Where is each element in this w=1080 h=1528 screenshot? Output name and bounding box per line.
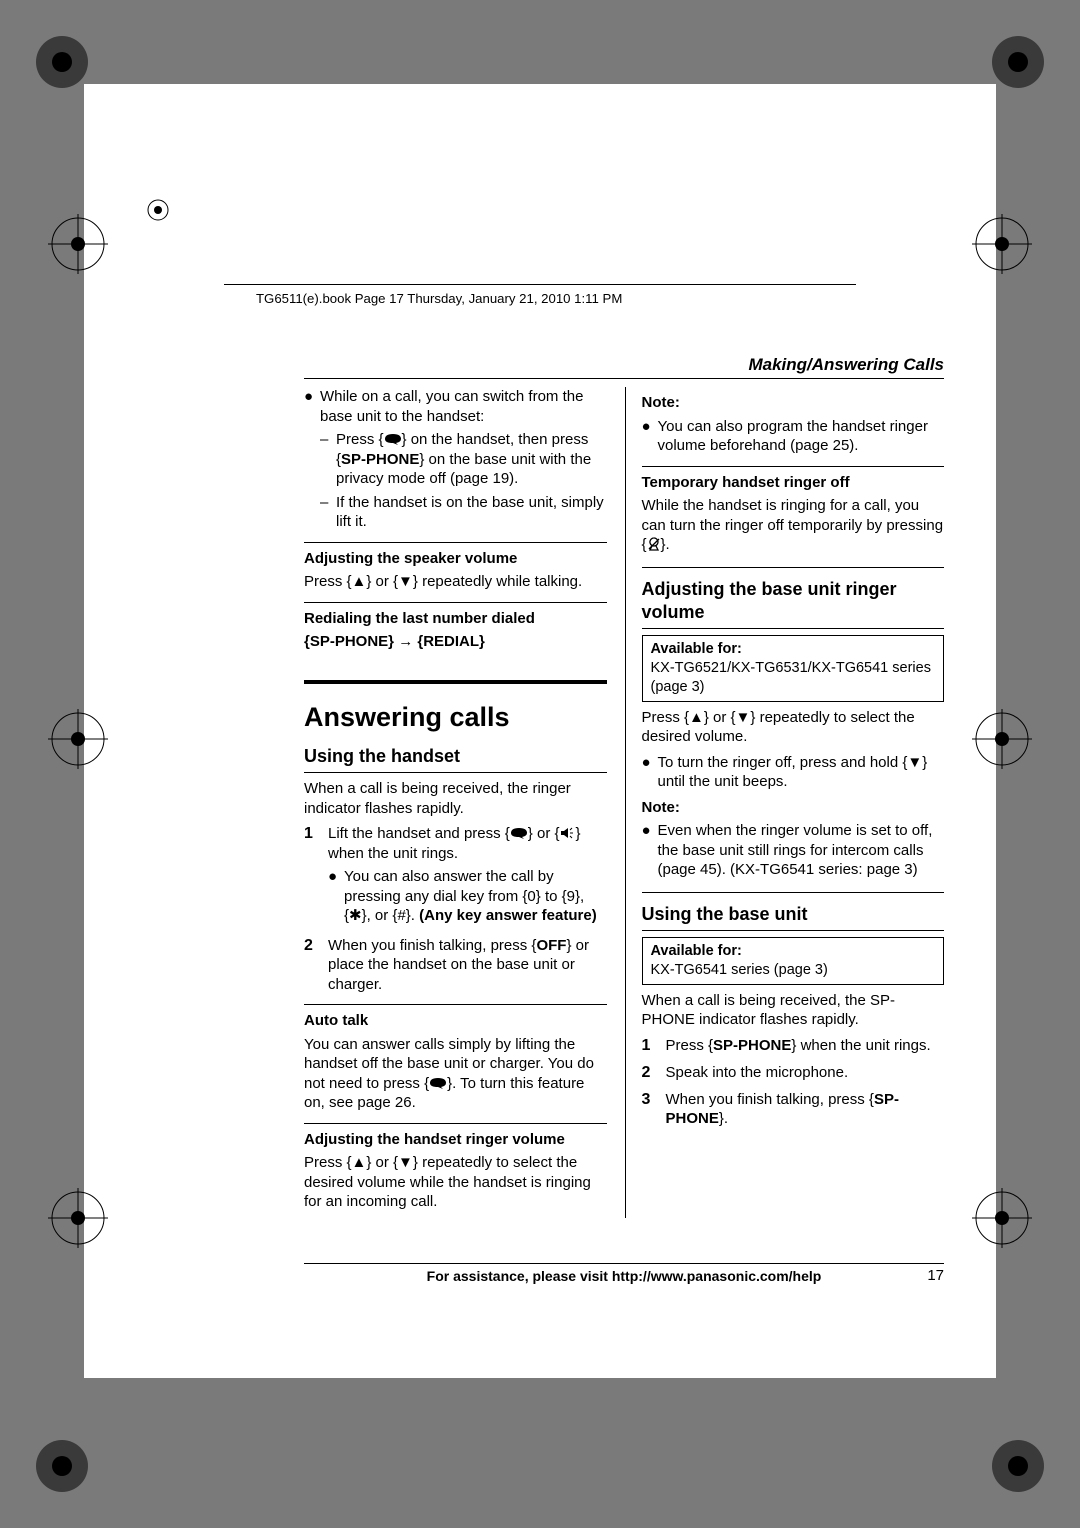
temp-off-body: While the handset is ringing for a call,… [642, 496, 945, 555]
note2-bullet: Even when the ringer volume is set to of… [658, 821, 945, 880]
crop-mark-tl [34, 34, 90, 90]
header-rule [224, 284, 856, 285]
using-base-body: When a call is being received, the SP-PH… [642, 991, 945, 1030]
redial-head: Redialing the last number dialed [304, 609, 607, 629]
mute-icon [647, 537, 661, 551]
bullet-dot: ● [304, 387, 320, 426]
using-base-unit-heading: Using the base unit [642, 903, 945, 926]
crop-mark-br [990, 1438, 1046, 1494]
title-rule [304, 378, 944, 379]
adj-speaker-body: Press {▲} or {▼} repeatedly while talkin… [304, 572, 607, 592]
using-handset-body: When a call is being received, the ringe… [304, 779, 607, 818]
registration-mark [972, 1188, 1032, 1248]
redial-body: {SP-PHONE} → {REDIAL} [304, 632, 607, 652]
page: TG6511(e).book Page 17 Thursday, January… [84, 84, 996, 1378]
header-text: TG6511(e).book Page 17 Thursday, January… [256, 291, 622, 306]
adj-handset-ringer-body: Press {▲} or {▼} repeatedly to select th… [304, 1153, 607, 1212]
footer-text: For assistance, please visit http://www.… [427, 1268, 822, 1284]
content-area: Making/Answering Calls ● While on a call… [304, 354, 944, 1218]
adj-base-bullet: To turn the ringer off, press and hold {… [658, 753, 945, 792]
base-step-2: Speak into the microphone. [666, 1063, 849, 1084]
available-for-box-1: Available for: KX-TG6521/KX-TG6531/KX-TG… [642, 635, 945, 702]
dash-mark: – [320, 430, 336, 489]
step-num: 2 [642, 1063, 666, 1084]
dash-item-1: Press {} on the handset, then press {SP-… [336, 430, 607, 489]
note1-bullet: You can also program the handset ringer … [658, 417, 945, 456]
registration-mark [48, 1188, 108, 1248]
bullet-dot: ● [642, 821, 658, 880]
adj-handset-ringer-head: Adjusting the handset ringer volume [304, 1130, 607, 1150]
temp-off-head: Temporary handset ringer off [642, 473, 945, 493]
note-head: Note: [642, 798, 945, 818]
step-1: Lift the handset and press {} or {} when… [328, 824, 607, 930]
autotalk-body: You can answer calls simply by lifting t… [304, 1035, 607, 1113]
registration-mark [972, 214, 1032, 274]
step-2: When you finish talking, press {OFF} or … [328, 936, 607, 995]
registration-mark [48, 214, 108, 274]
crop-mark-bl [34, 1438, 90, 1494]
right-column: Note: ● You can also program the handset… [625, 387, 945, 1217]
adj-base-body: Press {▲} or {▼} repeatedly to select th… [642, 708, 945, 747]
step-num: 3 [642, 1090, 666, 1129]
adj-base-ringer-heading: Adjusting the base unit ringer volume [642, 578, 945, 625]
adj-speaker-head: Adjusting the speaker volume [304, 549, 607, 569]
section-title: Making/Answering Calls [304, 354, 944, 376]
footer: For assistance, please visit http://www.… [304, 1263, 944, 1284]
bullet-dot: ● [642, 417, 658, 456]
talk-icon [429, 1077, 447, 1089]
talk-icon [510, 827, 528, 839]
dash-item-2: If the handset is on the base unit, simp… [336, 493, 607, 532]
dash-mark: – [320, 493, 336, 532]
available-for-box-2: Available for: KX-TG6541 series (page 3) [642, 937, 945, 985]
using-handset-heading: Using the handset [304, 745, 607, 768]
speaker-icon [560, 827, 576, 839]
base-step-3: When you finish talking, press {SP-PHONE… [666, 1090, 945, 1129]
step-num: 1 [304, 824, 328, 930]
autotalk-head: Auto talk [304, 1011, 607, 1031]
step-num: 2 [304, 936, 328, 995]
step-num: 1 [642, 1036, 666, 1057]
answering-calls-heading: Answering calls [304, 700, 607, 735]
registration-dot [146, 198, 170, 222]
note-head: Note: [642, 393, 945, 413]
registration-mark [48, 709, 108, 769]
base-step-1: Press {SP-PHONE} when the unit rings. [666, 1036, 931, 1057]
left-column: ● While on a call, you can switch from t… [304, 387, 607, 1217]
registration-mark [972, 709, 1032, 769]
page-number: 17 [927, 1267, 944, 1284]
bullet-dot: ● [328, 867, 344, 926]
bullet-dot: ● [642, 753, 658, 792]
talk-icon [384, 433, 402, 445]
intro-bullet: While on a call, you can switch from the… [320, 387, 607, 426]
crop-mark-tr [990, 34, 1046, 90]
step1-bullet: You can also answer the call by pressing… [344, 867, 607, 926]
